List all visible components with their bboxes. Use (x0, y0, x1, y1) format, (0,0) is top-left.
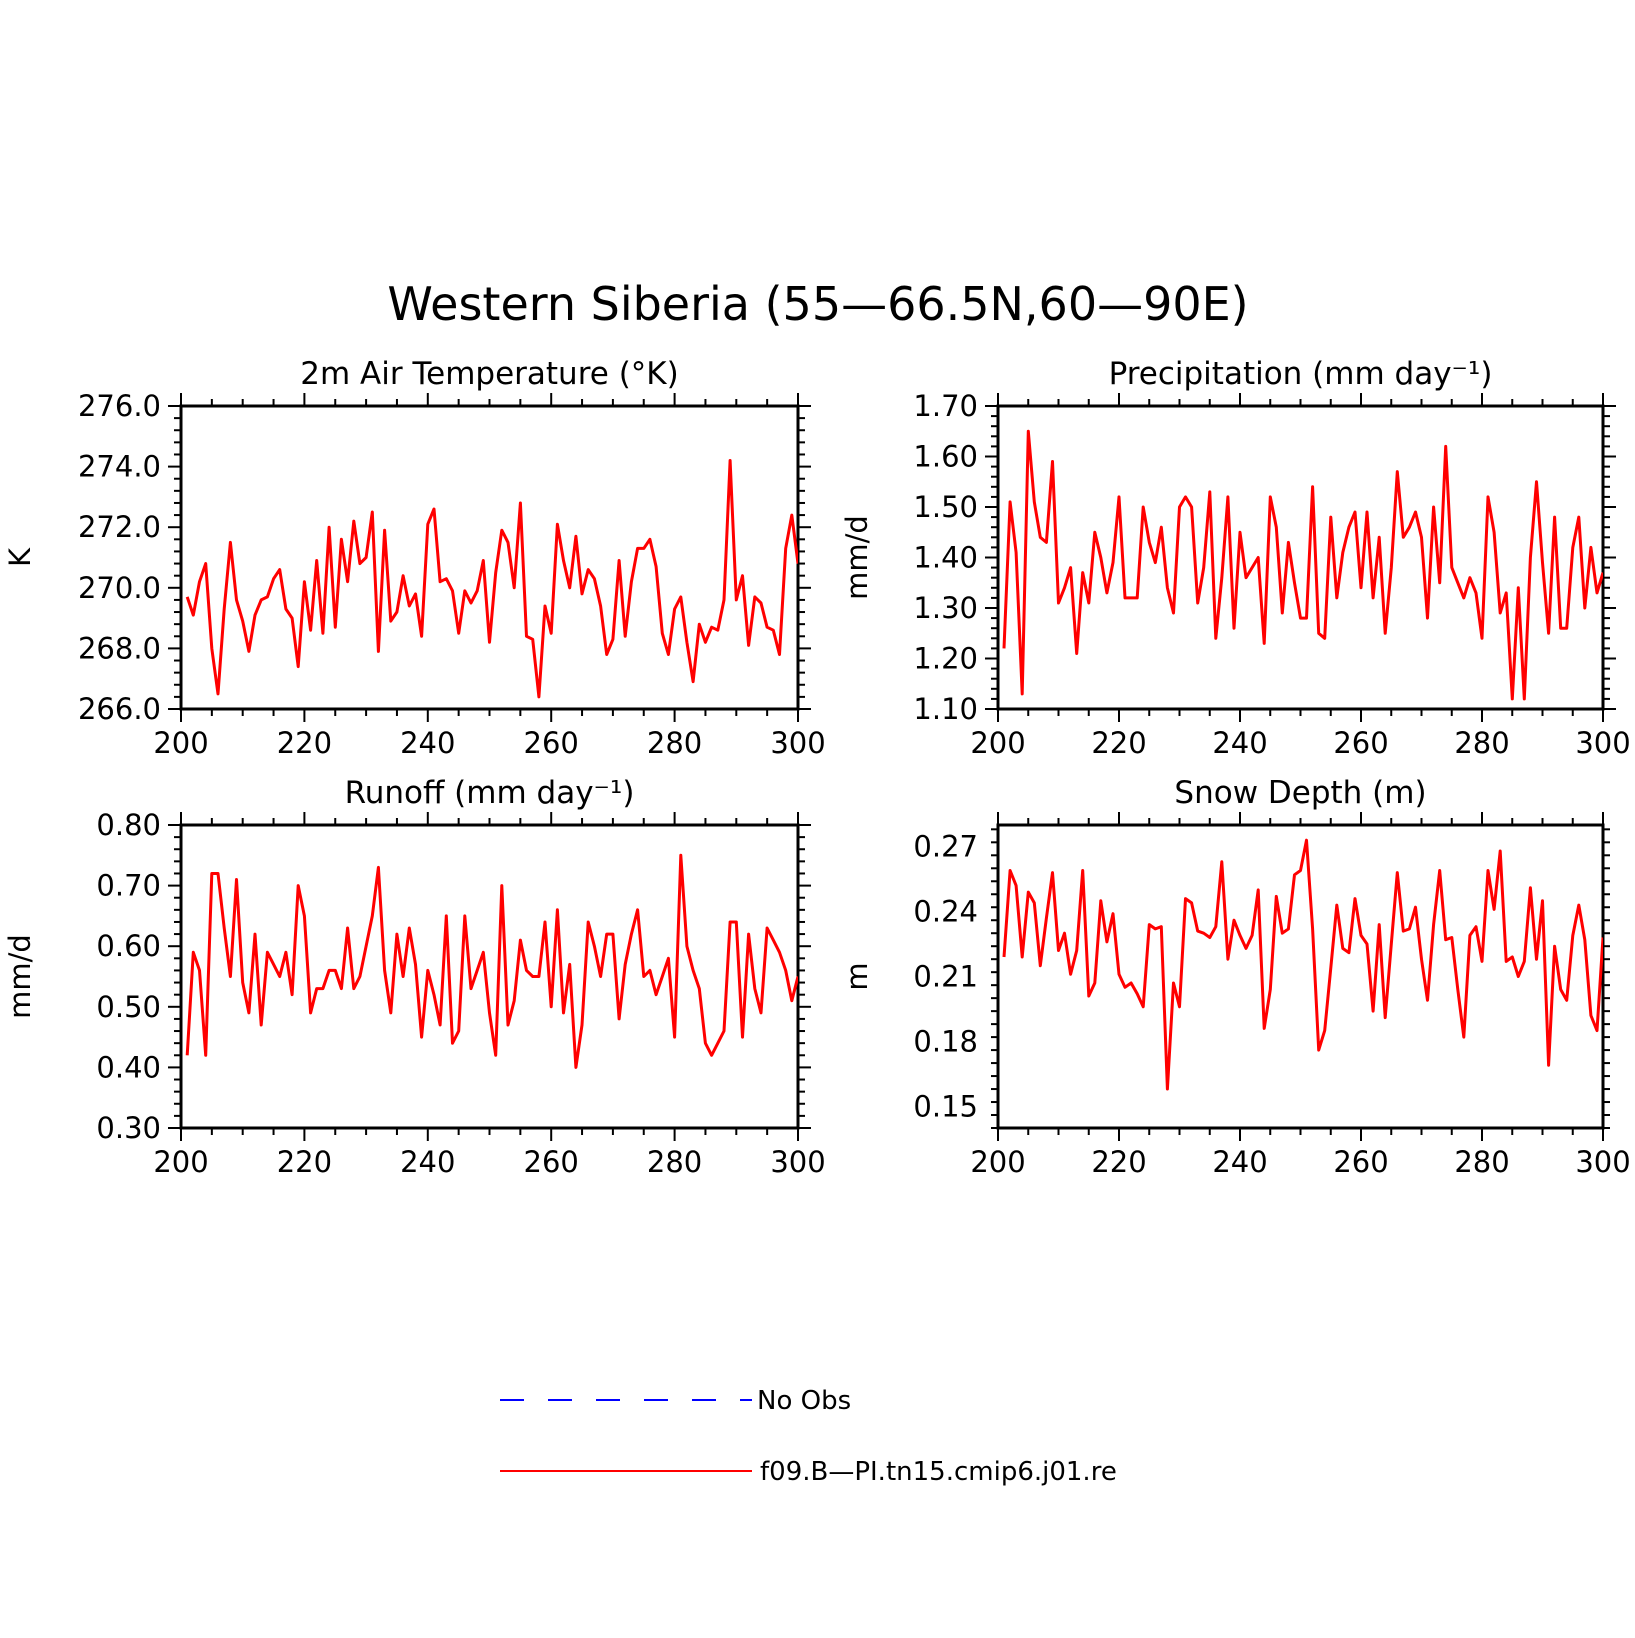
snow-depth-series-line (1002, 838, 1603, 1091)
panel-title: 2m Air Temperature (°K) (300, 356, 678, 392)
x-tick-label: 220 (277, 726, 332, 760)
x-tick-label: 300 (1575, 1145, 1630, 1179)
x-tick-label: 260 (524, 1145, 579, 1179)
x-tick-label: 220 (277, 1145, 332, 1179)
x-tick-label: 240 (1212, 726, 1267, 760)
x-tick-label: 280 (1454, 1145, 1509, 1179)
panel-title: Runoff (mm day⁻¹) (345, 775, 635, 811)
x-tick-label: 300 (1575, 726, 1630, 760)
plot-frame (996, 404, 1605, 711)
y-tick-label: 274.0 (78, 450, 161, 484)
x-tick-label: 280 (1454, 726, 1509, 760)
y-tick-label: 0.50 (96, 990, 161, 1024)
precipitation-series-line (1002, 429, 1603, 701)
x-tick-label: 240 (1212, 1145, 1267, 1179)
y-tick-label: 1.70 (913, 389, 978, 423)
y-tick-label: 0.21 (913, 960, 978, 994)
x-tick-label: 200 (153, 1145, 208, 1179)
y-tick-label: 1.10 (913, 692, 978, 726)
air-temperature-series-line (185, 459, 798, 699)
y-tick-label: 0.60 (96, 929, 161, 963)
y-tick-label: 268.0 (78, 631, 161, 665)
panel-snow-depth: Snow Depth (m) 200 220 240 260 280 300 0.15 0.18… (840, 775, 1631, 1179)
y-tick-label: 270.0 (78, 571, 161, 605)
legend-label-model: f09.B—PI.tn15.cmip6.j01.re (760, 1457, 1117, 1487)
panel-title: Snow Depth (m) (1174, 775, 1426, 811)
x-tick-label: 300 (770, 726, 825, 760)
y-tick-label: 0.15 (913, 1089, 978, 1123)
x-tick-label: 280 (647, 1145, 702, 1179)
panel-title: Precipitation (mm day⁻¹) (1109, 356, 1493, 392)
panel-air-temperature: 2m Air Temperature (°K) 200 220 240 260 280 30… (3, 356, 826, 760)
y-tick-label: 276.0 (78, 389, 161, 423)
x-tick-label: 200 (970, 726, 1025, 760)
runoff-series-line (185, 853, 798, 1069)
x-tick-label: 260 (524, 726, 579, 760)
y-tick-label: 0.80 (96, 808, 161, 842)
x-tick-label: 200 (153, 726, 208, 760)
y-axis-label: mm/d (3, 934, 37, 1019)
y-tick-label: 1.40 (913, 541, 978, 575)
y-axis-label: K (3, 547, 37, 567)
figure-title: Western Siberia (55—66.5N,60—90E) (387, 277, 1248, 331)
y-axis-label: m (840, 962, 874, 990)
panel-precipitation: Precipitation (mm day⁻¹) 200 220 240 260 280 3… (840, 356, 1631, 760)
x-tick-label: 260 (1333, 1145, 1388, 1179)
y-tick-label: 272.0 (78, 510, 161, 544)
x-tick-label: 300 (770, 1145, 825, 1179)
plot-frame (179, 404, 800, 711)
y-axis-label: mm/d (840, 515, 874, 600)
x-tick-label: 240 (400, 1145, 455, 1179)
x-tick-label: 260 (1333, 726, 1388, 760)
x-tick-label: 220 (1091, 726, 1146, 760)
y-tick-label: 0.70 (96, 869, 161, 903)
y-tick-label: 1.60 (913, 440, 978, 474)
y-tick-label: 266.0 (78, 692, 161, 726)
x-tick-label: 280 (647, 726, 702, 760)
y-tick-label: 0.40 (96, 1050, 161, 1084)
y-tick-label: 0.24 (913, 895, 978, 929)
y-tick-label: 0.30 (96, 1111, 161, 1145)
x-tick-label: 220 (1091, 1145, 1146, 1179)
y-tick-label: 1.30 (913, 591, 978, 625)
y-tick-label: 0.18 (913, 1024, 978, 1058)
legend-label-no-obs: No Obs (757, 1386, 851, 1416)
x-tick-label: 200 (970, 1145, 1025, 1179)
y-tick-label: 1.20 (913, 642, 978, 676)
x-tick-label: 240 (400, 726, 455, 760)
panel-runoff: Runoff (mm day⁻¹) 200 220 240 260 280 300 0.30 0… (3, 775, 826, 1179)
plot-frame (179, 823, 800, 1130)
legend: No Obs f09.B—PI.tn15.cmip6.j01.re (500, 1386, 1117, 1487)
y-tick-label: 0.27 (913, 830, 978, 864)
y-tick-label: 1.50 (913, 490, 978, 524)
